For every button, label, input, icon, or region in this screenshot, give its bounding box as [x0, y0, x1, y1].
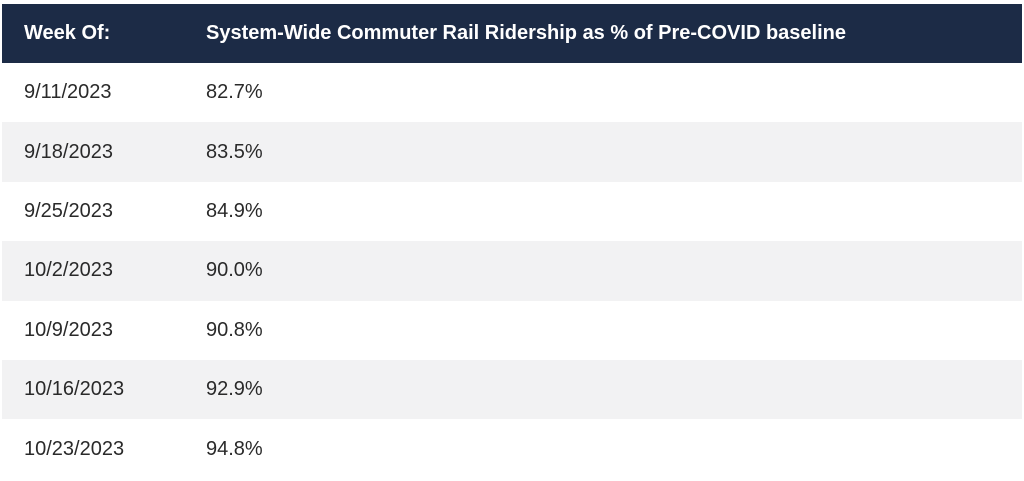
week-cell: 9/25/2023 — [24, 199, 113, 222]
ridership-cell: 84.9% — [206, 199, 263, 222]
header-ridership-percent: System-Wide Commuter Rail Ridership as %… — [206, 22, 846, 44]
week-cell: 10/16/2023 — [24, 378, 125, 401]
table-row: 9/18/2023 83.5% — [2, 122, 1022, 182]
week-cell: 10/9/2023 — [24, 318, 113, 341]
table-header-row: Week Of: System-Wide Commuter Rail Rider… — [2, 4, 1022, 63]
ridership-cell: 92.9% — [206, 378, 263, 401]
table-row: 10/2/2023 90.0% — [2, 241, 1022, 301]
week-cell: 10/2/2023 — [24, 259, 113, 282]
ridership-cell: 83.5% — [206, 140, 263, 163]
ridership-table: Week Of: System-Wide Commuter Rail Rider… — [2, 4, 1022, 479]
week-cell: 10/23/2023 — [24, 437, 125, 460]
table-row: 9/25/2023 84.9% — [2, 181, 1022, 242]
table-row: 9/11/2023 82.7% — [2, 63, 1022, 123]
ridership-cell: 90.0% — [206, 259, 263, 282]
ridership-cell: 82.7% — [206, 81, 263, 104]
week-cell: 9/11/2023 — [24, 81, 112, 104]
week-cell: 9/18/2023 — [24, 140, 113, 163]
header-week-of: Week Of: — [24, 22, 111, 44]
ridership-table-container: Week Of: System-Wide Commuter Rail Rider… — [2, 4, 1022, 479]
ridership-cell: 90.8% — [206, 318, 263, 341]
table-row: 10/16/2023 92.9% — [2, 359, 1022, 420]
table-row: 10/9/2023 90.8% — [2, 300, 1022, 360]
ridership-cell: 94.8% — [206, 437, 263, 460]
table-row: 10/23/2023 94.8% — [2, 419, 1022, 479]
